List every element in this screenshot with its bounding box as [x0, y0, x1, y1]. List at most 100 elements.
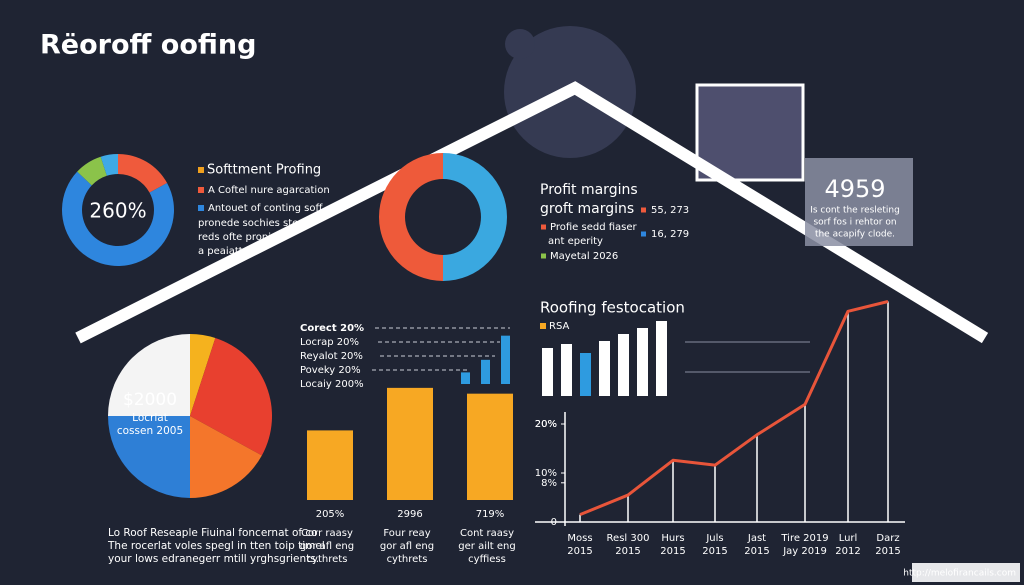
x-tick-label: 719% — [476, 509, 505, 520]
legend-swatch — [198, 205, 204, 211]
x-tick-sublabel: Jay 2019 — [782, 546, 827, 557]
footer-url: http://melofirancails.com — [903, 569, 1016, 579]
x-tick-sublabel: 2015 — [744, 546, 769, 557]
decor-circle — [505, 29, 535, 59]
bar — [561, 344, 572, 396]
legend-swatch — [641, 231, 646, 237]
footer-box — [912, 563, 1020, 582]
bar — [501, 335, 510, 384]
x-tick-label: Jast — [747, 533, 766, 544]
roof — [75, 81, 989, 344]
bar-caption: gor afl eng — [300, 541, 354, 552]
pie-slice — [190, 338, 272, 456]
pie-slice — [190, 334, 216, 416]
x-tick-label: Juls — [705, 533, 723, 544]
bar-caption: Cont raasy — [460, 528, 514, 539]
x-tick-sublabel: 2015 — [875, 546, 900, 557]
note-line: your lows edranegerr mtill yrghsgrients. — [108, 553, 319, 565]
bar-annotation: Locrap 20% — [300, 337, 359, 348]
legend-swatch — [541, 253, 546, 259]
profit-line: ant eperity — [548, 236, 603, 247]
bar-caption: cythrets — [307, 554, 348, 565]
legend-swatch — [641, 207, 646, 213]
bar — [656, 321, 667, 396]
legend-line: reds ofte propie — [198, 232, 277, 243]
legend-label: RSA — [549, 321, 569, 332]
stat-line: Is cont the resleting — [810, 206, 900, 216]
bar-caption: ger ailt eng — [458, 541, 515, 552]
x-tick-label: 205% — [316, 509, 345, 520]
y-tick-label: 10% — [535, 468, 557, 479]
legend-item: A Coftel nure agarcation — [208, 185, 330, 196]
chart-title: Roofing festocation — [540, 299, 685, 317]
legend-swatch — [540, 323, 546, 329]
bar — [481, 359, 490, 384]
line-series — [579, 300, 889, 517]
x-tick-sublabel: 2015 — [615, 546, 640, 557]
page-title: Rëoroff oofing — [40, 30, 256, 61]
donut-slice — [62, 171, 175, 266]
x-tick-sublabel: 2015 — [702, 546, 727, 557]
donut-slice — [379, 153, 443, 281]
x-tick-sublabel: 2015 — [567, 546, 592, 557]
pie-slice — [108, 416, 190, 498]
stat-box — [805, 158, 913, 246]
x-tick-label: Lurl — [839, 533, 858, 544]
bar — [542, 348, 553, 396]
profit-item: Profie sedd fiaser — [550, 222, 638, 233]
x-tick-label: Tire 2019 — [780, 533, 828, 544]
bar-annotation: Corect 20% — [300, 323, 364, 334]
x-tick-label: Darz — [876, 533, 899, 544]
profit-subtitle: groft margins — [540, 201, 634, 217]
pie-slice — [108, 334, 190, 416]
chimney — [695, 83, 805, 182]
bar-caption: Corr raasy — [301, 528, 353, 539]
profit-figure: 55, 273 — [651, 205, 689, 216]
profit-figure: 16, 279 — [651, 229, 689, 240]
bar-annotation: Locaiy 200% — [300, 379, 364, 390]
y-tick-label: 8% — [541, 478, 557, 489]
legend-heading: Softtment Profing — [207, 163, 321, 178]
legend-line: a peaiatts. — [198, 246, 251, 257]
pie-label: cossen 2005 — [117, 425, 183, 437]
donut-slice — [100, 154, 118, 176]
bar — [387, 387, 433, 500]
stat-line: the acapify clode. — [815, 230, 895, 240]
x-tick-sublabel: 2012 — [835, 546, 860, 557]
y-tick-label: 20% — [535, 419, 557, 430]
bar — [307, 430, 353, 500]
bar-annotation: Reyalot 20% — [300, 351, 363, 362]
bar-caption: cythrets — [387, 554, 428, 565]
donut-center-label: 260% — [89, 199, 146, 223]
bar-caption: gor afl eng — [380, 541, 434, 552]
pie-slice — [190, 416, 262, 498]
y-tick-label: 20% — [535, 419, 557, 430]
donut-slice — [118, 154, 168, 193]
bar-caption: cyffiess — [468, 554, 506, 565]
bar — [467, 393, 513, 500]
donut-slice — [443, 153, 507, 281]
bar-caption: Four reay — [383, 528, 430, 539]
profit-title: Profit margins — [540, 182, 638, 198]
x-tick-label: Hurs — [661, 533, 684, 544]
guide-lines — [372, 327, 510, 371]
bar — [618, 334, 629, 396]
legend-item: Antouet of conting soff — [208, 203, 323, 214]
stat-line: sorf fos i rehtor on — [813, 218, 896, 228]
legend-line: pronede sochies ster — [198, 218, 303, 229]
note-line: Lo Roof Reseaple Fiuinal foncernat of co — [108, 527, 318, 539]
stat-value: 4959 — [824, 175, 885, 203]
legend-swatch — [541, 224, 546, 230]
bar — [461, 372, 470, 384]
y-tick-label: 0 — [551, 517, 557, 528]
legend-swatch — [198, 167, 204, 173]
bar — [580, 353, 591, 396]
pie-label: Locrlat — [132, 412, 168, 424]
profit-item: Mayetal 2026 — [550, 251, 618, 262]
x-tick-label: 2996 — [397, 509, 422, 520]
legend-swatch — [198, 187, 204, 193]
bar — [637, 328, 648, 396]
donut-slice — [77, 156, 107, 186]
